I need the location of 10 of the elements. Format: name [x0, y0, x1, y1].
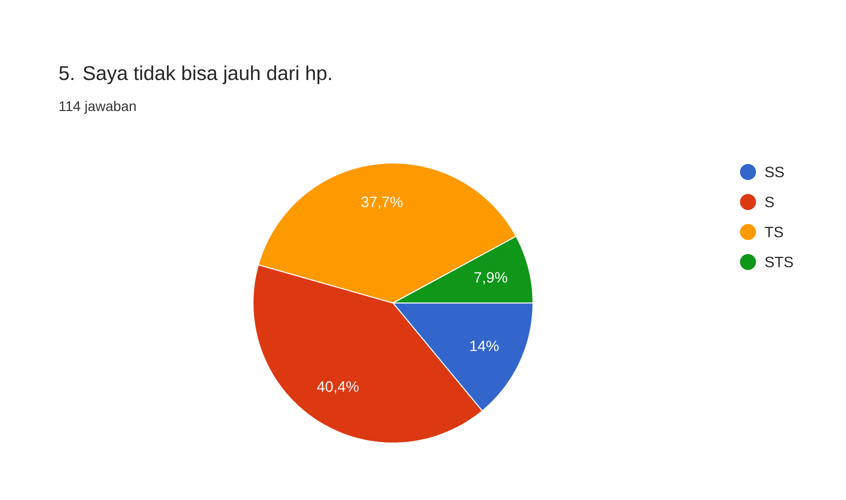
- data-label: 14%: [470, 340, 499, 352]
- legend-label: STS: [765, 256, 793, 268]
- data-label: 7,9%: [474, 272, 508, 284]
- legend-label: S: [765, 196, 774, 208]
- text: 114 jawaban: [60, 100, 136, 114]
- legend-label: SS: [765, 166, 784, 178]
- legend-label: TS: [764, 226, 783, 238]
- data-label: 40,4%: [317, 381, 359, 394]
- chart-title: 5. Saya tidak bisa jauh dari hp.: [59, 66, 331, 84]
- data-label: 37,7%: [361, 196, 403, 209]
